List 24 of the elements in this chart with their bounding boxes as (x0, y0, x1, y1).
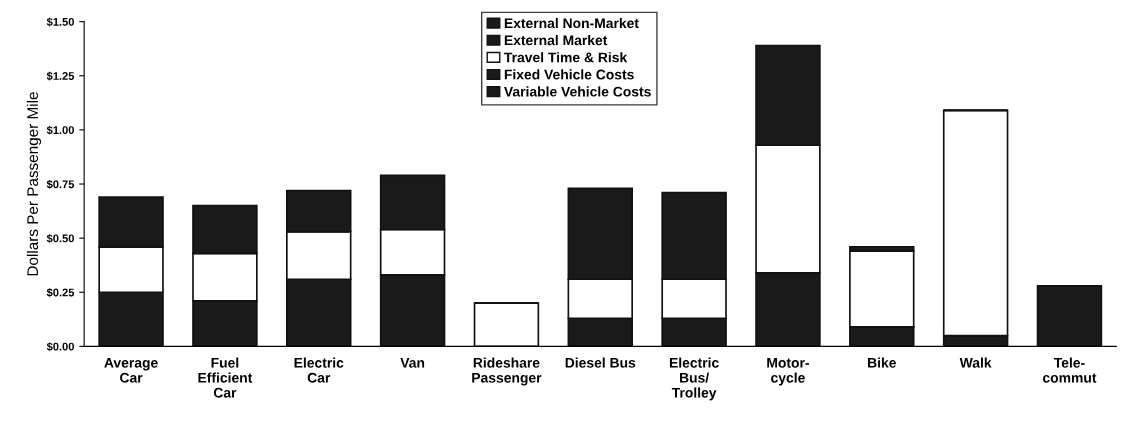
y-tick-label: $0.75 (46, 179, 75, 189)
legend-label: Variable Vehicle Costs (504, 86, 651, 97)
x-tick-label: Motor- cycle (767, 358, 809, 386)
y-tick-label: $0.50 (46, 233, 74, 243)
x-tick-label: Fuel Efficient Car (198, 357, 253, 398)
x-tick-label: Electric Bus/ Trolley (669, 357, 719, 401)
legend-label: External Non-Market (504, 17, 639, 29)
x-tick-label: Bike (868, 357, 896, 368)
y-tick-label: $1.50 (46, 17, 74, 27)
x-tick-label: Diesel Bus (565, 357, 636, 368)
y-tick-label: $0.25 (46, 288, 75, 298)
x-tick-label: Average Car (104, 357, 158, 383)
y-axis-title: Dollars Per Passenger Mile (26, 92, 42, 276)
y-tick-label: $1.00 (46, 125, 74, 135)
x-tick-label: Walk (959, 357, 992, 368)
x-tick-label: Electric Car (294, 357, 344, 383)
y-tick-label: $1.25 (46, 71, 75, 81)
legend-label: Travel Time & Risk (504, 52, 628, 63)
x-tick-label: Rideshare Passenger (472, 357, 542, 386)
y-tick-label: $0.00 (46, 342, 74, 352)
legend-label: Fixed Vehicle Costs (504, 69, 634, 80)
legend-label: External Market (504, 35, 608, 46)
x-tick-label: Van (400, 358, 425, 368)
x-tick-label: Tele- commut (1043, 357, 1097, 383)
